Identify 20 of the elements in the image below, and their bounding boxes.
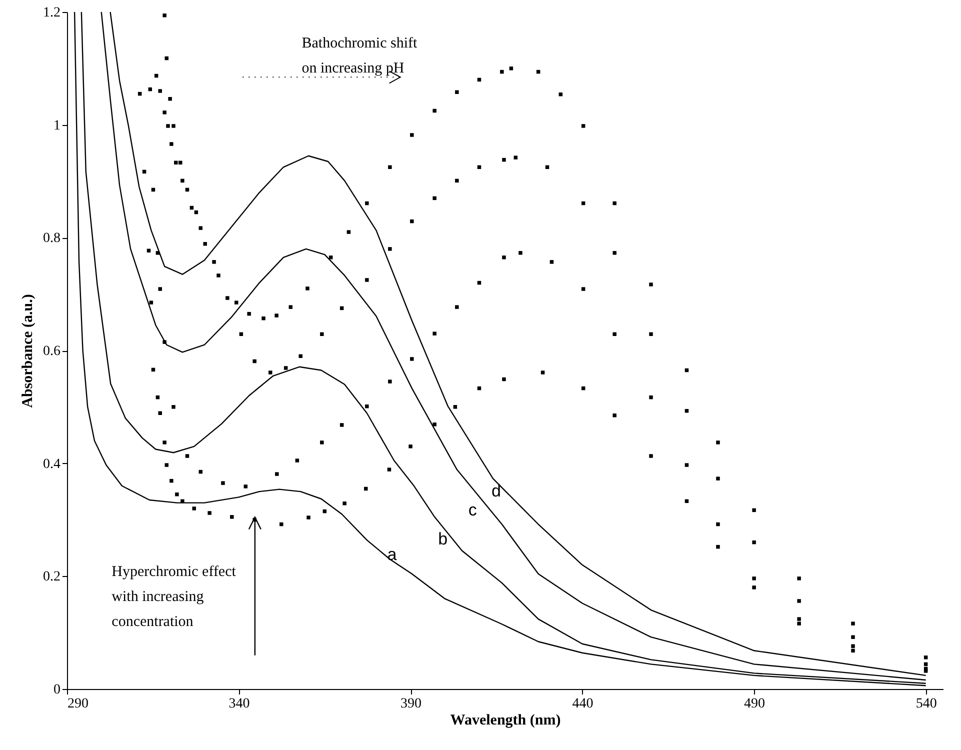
y-axis-title: Absorbance (a.u.) xyxy=(20,294,36,408)
y-tick-label: 0.6 xyxy=(43,344,60,359)
y-tick-label: 0.8 xyxy=(43,231,60,246)
annotation: c xyxy=(468,500,478,520)
y-tick-label: 0.4 xyxy=(43,456,60,472)
x-tick-label: 390 xyxy=(400,696,422,712)
x-tick-label: 490 xyxy=(744,696,766,712)
y-tick-label: 1 xyxy=(54,118,60,134)
x-tick-label: 340 xyxy=(228,696,250,712)
x-axis-title: Wavelength (nm) xyxy=(450,712,561,728)
x-tick-label: 290 xyxy=(68,696,88,712)
y-tick-label: 0.2 xyxy=(43,570,60,585)
annotation: d xyxy=(492,481,501,500)
y-tick-label: 0 xyxy=(54,682,60,698)
annotation: Bathochromic shift on increasing pH xyxy=(302,36,418,77)
x-tick-label: 440 xyxy=(572,696,594,712)
x-tick-label: 540 xyxy=(916,696,937,712)
annotation: b xyxy=(438,529,448,548)
y-tick-label: 1.2 xyxy=(43,6,60,20)
annotation: Hyperchromic effect with increasing concentration xyxy=(112,564,237,630)
